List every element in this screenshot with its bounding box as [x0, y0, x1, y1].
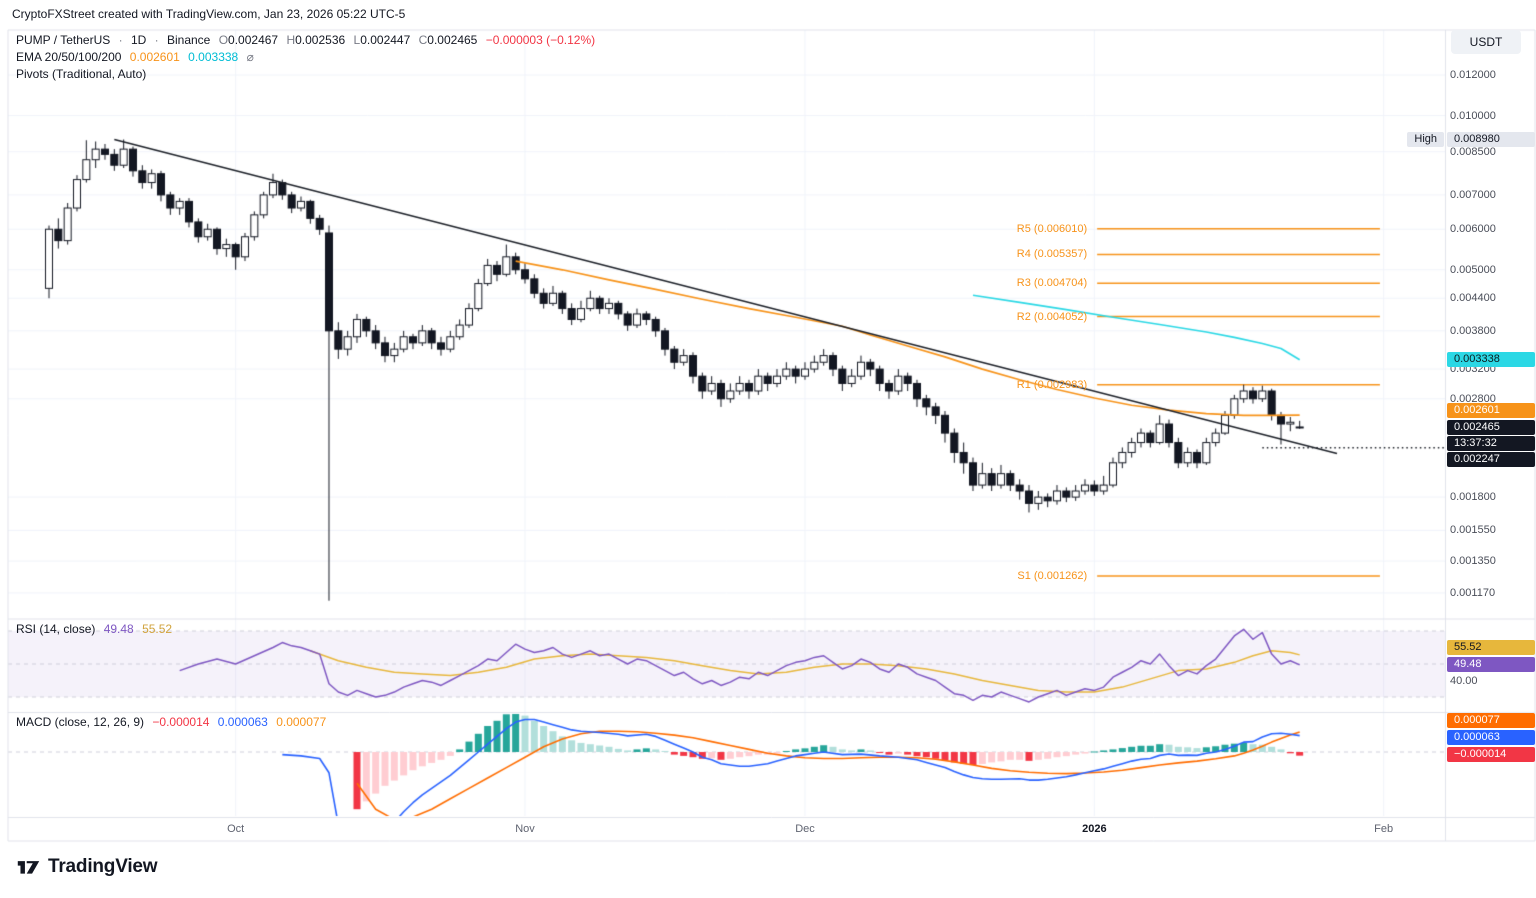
price-axis-label: 0.007000 — [1450, 188, 1496, 201]
price-axis-label: 0.008500 — [1450, 145, 1496, 158]
currency-toggle-button[interactable]: USDT — [1451, 30, 1521, 54]
rsi-ma-value: 55.52 — [142, 622, 173, 636]
last-price-badge: 0.002465 — [1447, 419, 1535, 435]
attribution-text: CryptoFXStreet created with TradingView.… — [12, 7, 406, 21]
time-axis-label: Feb — [1374, 823, 1394, 835]
price-axis-label: 0.003800 — [1450, 324, 1496, 337]
time-axis-label: 2026 — [1082, 823, 1107, 835]
tradingview-link[interactable]: TradingView — [16, 854, 158, 879]
pivot-label-r2: R2 (0.004052) — [1016, 310, 1088, 323]
pivot-label-s1: S1 (0.001262) — [1017, 570, 1088, 583]
pivot-label-r4: R4 (0.005357) — [1016, 248, 1088, 261]
symbol-title[interactable]: PUMP / TetherUS — [16, 33, 111, 47]
rsi-value-badge: 49.48 — [1447, 657, 1535, 673]
price-axis-label: 0.005000 — [1450, 263, 1496, 276]
high-label-chip: High — [1407, 132, 1444, 147]
price-axis-label: 0.001350 — [1450, 555, 1496, 568]
price-axis-label: 0.004400 — [1450, 292, 1496, 305]
ohlc-open: O0.002467 — [218, 33, 279, 47]
rsi-level-label: 40.00 — [1450, 674, 1478, 687]
macd-signal-badge: 0.000077 — [1447, 712, 1535, 728]
macd-hist-badge: −0.000014 — [1447, 746, 1535, 762]
pivot-label-r1: R1 (0.002983) — [1016, 378, 1088, 391]
pivot-label-r3: R3 (0.004704) — [1016, 277, 1088, 290]
tradingview-logo-icon — [16, 854, 41, 879]
ema-indicator-row: EMA 20/50/100/200 0.002601 0.003338 ⌀ — [16, 50, 600, 65]
price-axis-label: 0.012000 — [1450, 69, 1496, 81]
price-axis-label: 0.010000 — [1450, 109, 1496, 122]
separator-dot: · — [154, 33, 159, 47]
rsi-ma-badge: 55.52 — [1447, 640, 1535, 656]
separator-dot: · — [118, 33, 123, 47]
time-axis-label: Oct — [227, 823, 245, 835]
macd-title[interactable]: MACD (close, 12, 26, 9) — [16, 715, 145, 729]
macd-legend: MACD (close, 12, 26, 9) −0.000014 0.0000… — [16, 715, 331, 729]
macd-line-badge: 0.000063 — [1447, 729, 1535, 745]
price-axis-label: 0.001170 — [1450, 586, 1496, 599]
brand-text: TradingView — [48, 855, 158, 877]
high-price-badge: 0.008980 — [1447, 132, 1535, 147]
interval-label[interactable]: 1D — [130, 33, 147, 47]
pivots-indicator-title[interactable]: Pivots (Traditional, Auto) — [16, 67, 147, 81]
ohlc-close: C0.002465 — [418, 33, 478, 47]
ohlc-low: L0.002447 — [353, 33, 411, 47]
pivots-indicator-row: Pivots (Traditional, Auto) — [16, 67, 600, 82]
bar-countdown: 13:37:32 — [1447, 435, 1535, 451]
ema-slow-value: 0.003338 — [188, 50, 239, 64]
rsi-legend: RSI (14, close) 49.48 55.52 — [16, 622, 177, 636]
ray-price-badge: 0.002247 — [1447, 451, 1535, 467]
symbol-row: PUMP / TetherUS · 1D · Binance O0.002467… — [16, 33, 600, 48]
ema200-price-badge: 0.003338 — [1447, 352, 1535, 368]
ohlc-high: H0.002536 — [286, 33, 346, 47]
ema-hidden-values-icon: ⌀ — [246, 50, 254, 64]
ema-price-badge: 0.002601 — [1447, 402, 1535, 418]
chart-legend: PUMP / TetherUS · 1D · Binance O0.002467… — [16, 33, 600, 84]
price-axis-label: 0.002800 — [1450, 392, 1496, 405]
exchange-label: Binance — [166, 33, 211, 47]
time-axis-label: Dec — [795, 823, 815, 835]
macd-hist-value: −0.000014 — [152, 715, 210, 729]
change-value: −0.000003 (−0.12%) — [485, 33, 596, 47]
ema-indicator-title[interactable]: EMA 20/50/100/200 — [16, 50, 122, 64]
rsi-title[interactable]: RSI (14, close) — [16, 622, 96, 636]
price-axis-label: 0.001550 — [1450, 524, 1496, 537]
time-axis-label: Nov — [515, 823, 535, 835]
macd-line-value: 0.000063 — [217, 715, 268, 729]
pivot-label-r5: R5 (0.006010) — [1016, 222, 1088, 235]
rsi-value: 49.48 — [103, 622, 134, 636]
ema-fast-value: 0.002601 — [129, 50, 180, 64]
price-axis-label: 0.001800 — [1450, 491, 1496, 504]
macd-signal-value: 0.000077 — [276, 715, 327, 729]
price-axis-label: 0.006000 — [1450, 223, 1496, 236]
